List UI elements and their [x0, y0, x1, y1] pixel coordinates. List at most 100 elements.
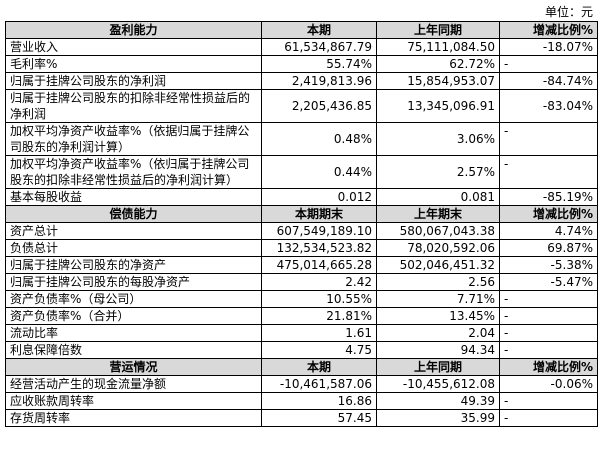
value-cell: 7.71% [376, 290, 500, 308]
header-cell: 增减比例% [499, 205, 598, 223]
data-row: 资产负债率%（合并） 21.81% 13.45% - [5, 307, 598, 325]
row-label: 资产负债率%（合并） [5, 307, 262, 325]
value-cell: 69.87% [499, 239, 598, 257]
value-cell: 13,345,096.91 [376, 89, 500, 123]
header-cell: 上年同期 [376, 21, 500, 39]
data-row: 归属于挂牌公司股东的每股净资产 2.42 2.56 -5.47% [5, 273, 598, 291]
header-cell: 盈利能力 [5, 21, 262, 39]
value-cell: 3.06% [376, 122, 500, 156]
data-row: 存货周转率 57.45 35.99- [5, 409, 598, 427]
value-cell: 0.081 [376, 188, 500, 206]
value-cell: -0.06% [499, 375, 598, 393]
section-header-row: 偿债能力 本期期末 上年期末 增减比例% [5, 205, 598, 223]
row-label: 资产总计 [5, 222, 262, 240]
value-cell: 0.48% [261, 122, 377, 156]
data-row: 基本每股收益 0.012 0.081 -85.19% [5, 188, 598, 206]
header-cell: 本期期末 [261, 205, 377, 223]
row-label: 利息保障倍数 [5, 341, 262, 359]
value-cell: 0.44% [261, 155, 377, 189]
header-cell: 本期 [261, 358, 377, 376]
data-row: 应收账款周转率 16.86 49.39- [5, 392, 598, 410]
row-label: 归属于挂牌公司股东的扣除非经常性损益后的净利润 [5, 89, 262, 123]
value-cell: -5.38% [499, 256, 598, 274]
value-cell: 61,534,867.79 [261, 38, 377, 56]
data-row: 归属于挂牌公司股东的净资产 475,014,665.28 502,046,451.3… [5, 256, 598, 274]
value-cell: 607,549,189.10 [261, 222, 377, 240]
header-cell: 增减比例% [499, 358, 598, 376]
value-cell: -10,461,587.06 [261, 375, 377, 393]
value-cell: 49.39 [376, 392, 500, 410]
header-cell: 本期 [261, 21, 377, 39]
row-label: 经营活动产生的现金流量净额 [5, 375, 262, 393]
row-label: 加权平均净资产收益率%（依据归属于挂牌公司股东的净利润计算） [5, 122, 262, 156]
row-label: 归属于挂牌公司股东的每股净资产 [5, 273, 262, 291]
value-cell: -5.47% [499, 273, 598, 291]
data-row: 负债总计 132,534,523.82 78,020,592.06 69.87% [5, 239, 598, 257]
row-label: 流动比率 [5, 324, 262, 342]
value-cell: -84.74% [499, 72, 598, 90]
data-row: 经营活动产生的现金流量净额 -10,461,587.06 -10,455,612.0… [5, 375, 598, 393]
value-cell: 4.75 [261, 341, 377, 359]
value-cell: 55.74% [261, 55, 377, 73]
row-label: 存货周转率 [5, 409, 262, 427]
value-cell: 16.86 [261, 392, 377, 410]
section-header-row: 营运情况 本期 上年同期 增减比例% [5, 358, 598, 376]
section-header-row: 盈利能力 本期 上年同期 增减比例% [5, 21, 598, 39]
data-row: 毛利率% 55.74% 62.72% - [5, 55, 598, 73]
data-row: 营业收入 61,534,867.79 75,111,084.50 -18.07% [5, 38, 598, 56]
row-label: 营业收入 [5, 38, 262, 56]
row-label: 应收账款周转率 [5, 392, 262, 410]
row-label: 加权平均净资产收益率%（依归属于挂牌公司股东的扣除非经常性损益后的净利润计算） [5, 155, 262, 189]
value-cell: - [499, 409, 598, 427]
data-row: 归属于挂牌公司股东的净利润 2,419,813.96 15,854,953.07 -8… [5, 72, 598, 90]
header-cell: 上年期末 [376, 205, 500, 223]
financial-table: 盈利能力 本期 上年同期 增减比例% 营业收入 61,534,867.79 75,111,0… [5, 21, 598, 427]
row-label: 归属于挂牌公司股东的净资产 [5, 256, 262, 274]
data-row: 流动比率 1.61 2.04- [5, 324, 598, 342]
value-cell: -10,455,612.08 [376, 375, 500, 393]
data-row: 加权平均净资产收益率%（依归属于挂牌公司股东的扣除非经常性损益后的净利润计算） 0… [5, 155, 598, 189]
value-cell: 502,046,451.32 [376, 256, 500, 274]
value-cell: - [499, 155, 598, 189]
value-cell: 2.04 [376, 324, 500, 342]
header-cell: 上年同期 [376, 358, 500, 376]
value-cell: 15,854,953.07 [376, 72, 500, 90]
value-cell: -83.04% [499, 89, 598, 123]
header-cell: 增减比例% [499, 21, 598, 39]
value-cell: 21.81% [261, 307, 377, 325]
value-cell: 57.45 [261, 409, 377, 427]
value-cell: - [499, 341, 598, 359]
value-cell: - [499, 122, 598, 156]
data-row: 利息保障倍数 4.75 94.34- [5, 341, 598, 359]
data-row: 加权平均净资产收益率%（依据归属于挂牌公司股东的净利润计算） 0.48% 3.06%… [5, 122, 598, 156]
value-cell: 2,205,436.85 [261, 89, 377, 123]
value-cell: 13.45% [376, 307, 500, 325]
unit-label: 单位：元 [544, 5, 593, 19]
value-cell: 94.34 [376, 341, 500, 359]
row-label: 毛利率% [5, 55, 262, 73]
value-cell: - [499, 55, 598, 73]
value-cell: - [499, 307, 598, 325]
value-cell: 4.74% [499, 222, 598, 240]
value-cell: -85.19% [499, 188, 598, 206]
value-cell: 78,020,592.06 [376, 239, 500, 257]
value-cell: 62.72% [376, 55, 500, 73]
value-cell: 580,067,043.38 [376, 222, 500, 240]
data-row: 归属于挂牌公司股东的扣除非经常性损益后的净利润 2,205,436.85 13,34… [5, 89, 598, 123]
value-cell: - [499, 324, 598, 342]
value-cell: 35.99 [376, 409, 500, 427]
row-label: 资产负债率%（母公司） [5, 290, 262, 308]
row-label: 归属于挂牌公司股东的净利润 [5, 72, 262, 90]
row-label: 负债总计 [5, 239, 262, 257]
value-cell: 75,111,084.50 [376, 38, 500, 56]
value-cell: 0.012 [261, 188, 377, 206]
value-cell: - [499, 290, 598, 308]
value-cell: 1.61 [261, 324, 377, 342]
value-cell: 2.57% [376, 155, 500, 189]
value-cell: 475,014,665.28 [261, 256, 377, 274]
value-cell: - [499, 392, 598, 410]
value-cell: -18.07% [499, 38, 598, 56]
header-cell: 营运情况 [5, 358, 262, 376]
value-cell: 10.55% [261, 290, 377, 308]
